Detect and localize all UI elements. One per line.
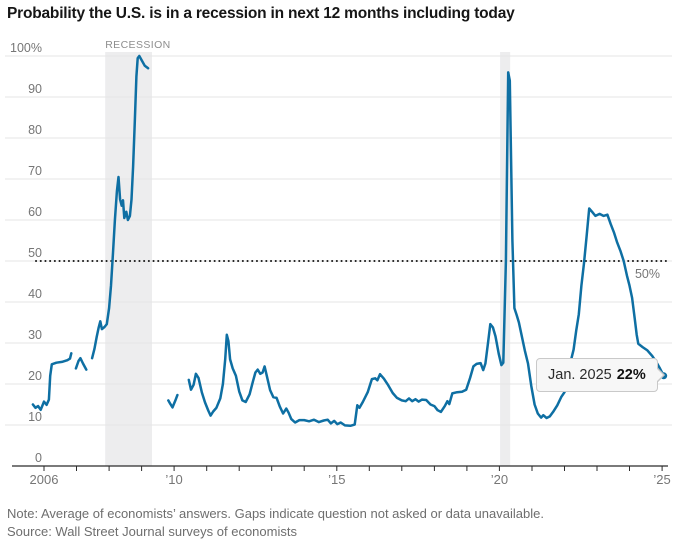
annotation-callout: Jan. 2025 22% (536, 358, 665, 392)
recession-band-label: RECESSION (105, 39, 170, 51)
probability-line-segment (187, 71, 665, 428)
y-tick-label: 70 (28, 164, 42, 178)
note-text: Note: Average of economists’ answers. Ga… (7, 506, 544, 521)
y-tick-label: 50 (28, 246, 42, 260)
x-tick-label: ’15 (328, 472, 345, 487)
probability-line-segment (31, 352, 73, 412)
x-tick-label: 2006 (30, 472, 59, 487)
y-tick-label: 10 (28, 410, 42, 424)
y-tick-label: 0 (35, 451, 42, 465)
y-tick-label: 60 (28, 205, 42, 219)
x-tick-label: ’25 (653, 472, 670, 487)
y-tick-label: 90 (28, 82, 42, 96)
chart-title: Probability the U.S. is in a recession i… (7, 5, 515, 22)
y-tick-label: 40 (28, 287, 42, 301)
y-tick-label: 100% (10, 41, 42, 55)
probability-line-segment (74, 356, 88, 371)
y-tick-label: 30 (28, 328, 42, 342)
fifty-percent-label: 50% (635, 267, 660, 281)
annotation-date: Jan. 2025 (548, 367, 612, 383)
recession-probability-chart: RECESSION 50% 100% 90 80 70 60 50 40 30 20 10 0 2006 ’… (5, 39, 672, 487)
y-tick-label: 80 (28, 123, 42, 137)
probability-line-segment (167, 393, 179, 409)
probability-line-segment (90, 54, 150, 360)
x-tick-label: ’10 (165, 472, 182, 487)
y-tick-label: 20 (28, 369, 42, 383)
annotation-value: 22% (616, 367, 646, 383)
x-tick-label: ’20 (491, 472, 508, 487)
source-text: Source: Wall Street Journal surveys of e… (7, 524, 297, 539)
